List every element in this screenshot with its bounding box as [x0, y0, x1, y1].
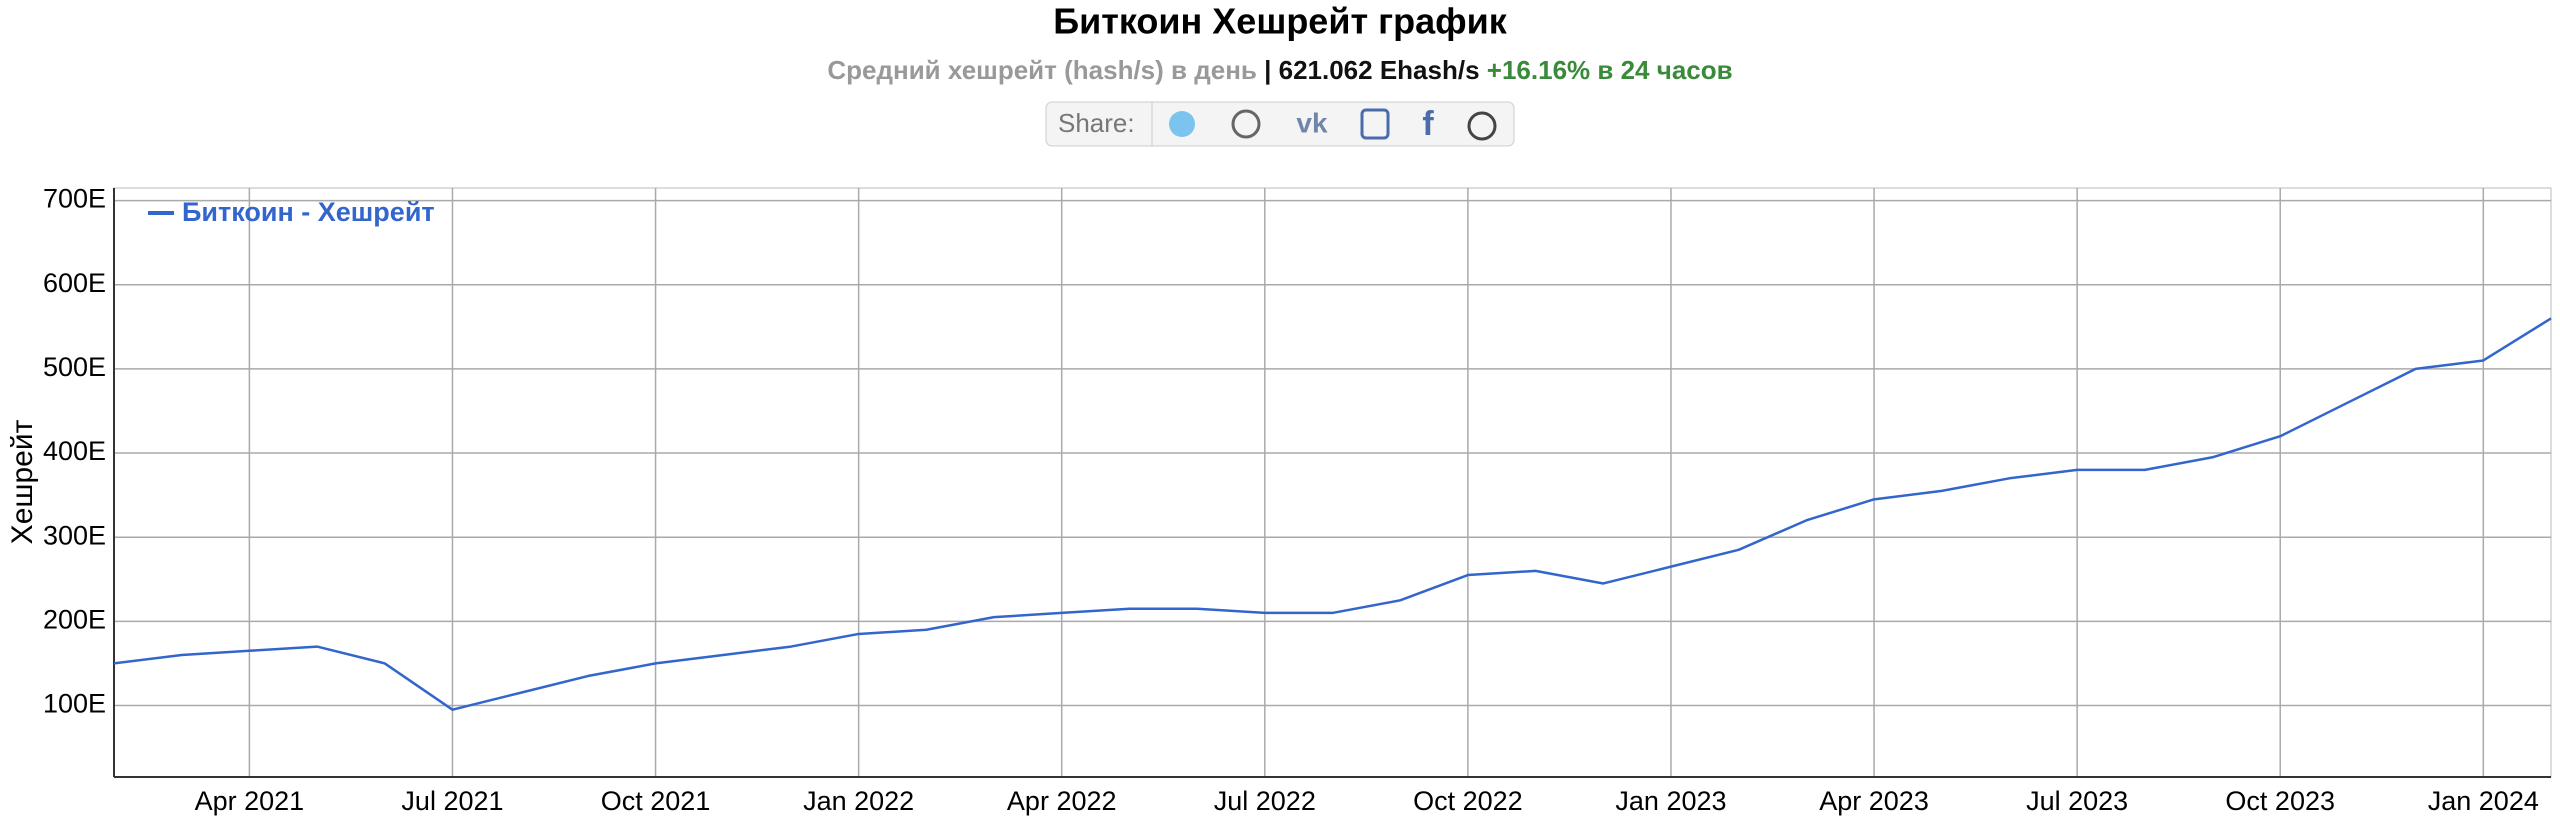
x-tick-label: Apr 2022 [1007, 786, 1117, 816]
y-tick-label: 600E [43, 268, 106, 298]
vk-button[interactable]: vk [1296, 107, 1328, 138]
series-line [113, 317, 2552, 711]
y-axis-label: Хешрейт [6, 419, 39, 544]
twitter-button[interactable] [1169, 111, 1195, 137]
x-tick-label: Jul 2023 [2026, 786, 2128, 816]
subtitle-current: | 621.062 Ehash/s [1264, 55, 1479, 85]
x-tick-label: Oct 2022 [1413, 786, 1523, 816]
x-tick-label: Jul 2021 [401, 786, 503, 816]
x-tick-label: Apr 2021 [195, 786, 305, 816]
y-tick-label: 400E [43, 436, 106, 466]
x-tick-label: Jan 2024 [2428, 786, 2539, 816]
x-tick-label: Oct 2021 [601, 786, 711, 816]
y-tick-label: 100E [43, 689, 106, 719]
subtitle-description: Средний хешрейт (hash/s) в день [827, 55, 1257, 85]
x-tick-label: Apr 2023 [1819, 786, 1929, 816]
x-tick-label: Jan 2023 [1615, 786, 1726, 816]
y-tick-label: 500E [43, 352, 106, 382]
share-box [1045, 101, 1515, 147]
chart-title: Биткоин Хешрейт график [1053, 1, 1507, 42]
x-tick-label: Oct 2023 [2225, 786, 2335, 816]
plot: 100E 200E 300E 400E 500E 600E 700E Apr 2021 Jul … [43, 184, 2552, 816]
subtitle-change: +16.16% в 24 часов [1487, 55, 1733, 85]
x-tick-label: Jan 2022 [803, 786, 914, 816]
subtitle: Средний хешрейт (hash/s) в день | 621.06… [827, 55, 1732, 85]
weibo-button[interactable] [1467, 111, 1497, 141]
share-bar: Share: vk f [1045, 101, 1515, 147]
y-tick-label: 200E [43, 604, 106, 634]
legend-label: Биткоин - Хешрейт [182, 197, 435, 227]
y-tick-label: 300E [43, 520, 106, 550]
x-tick-label: Jul 2022 [1214, 786, 1316, 816]
reddit-button[interactable] [1231, 109, 1261, 139]
share-label: Share: [1058, 108, 1135, 138]
plot-background [113, 187, 2552, 778]
like-button[interactable] [1360, 108, 1390, 140]
y-tick-label: 700E [43, 184, 106, 214]
facebook-button[interactable]: f [1422, 105, 1434, 143]
